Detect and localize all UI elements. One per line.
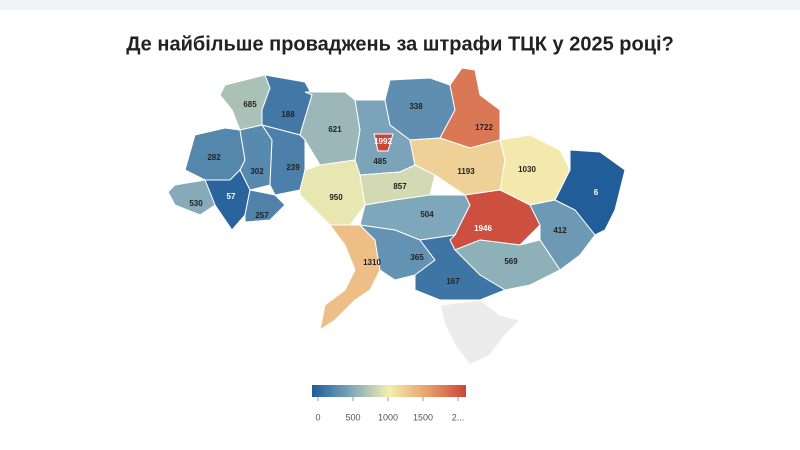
region-label: 338 bbox=[409, 102, 423, 111]
region-label: 412 bbox=[553, 226, 567, 235]
region-label: 857 bbox=[393, 182, 407, 191]
region-label: 950 bbox=[329, 193, 343, 202]
region bbox=[529, 199, 596, 271]
region bbox=[299, 159, 366, 226]
region-label: 1992 bbox=[374, 137, 392, 146]
region bbox=[554, 149, 626, 236]
region-label: 365 bbox=[410, 253, 424, 262]
region bbox=[244, 189, 286, 223]
colorbar-tick-label: 0 bbox=[315, 412, 320, 422]
region-label: 1946 bbox=[474, 224, 492, 233]
region bbox=[167, 179, 216, 216]
region-label: 569 bbox=[504, 257, 518, 266]
legend: 0 500 1000 1500 2... bbox=[312, 385, 466, 422]
region bbox=[319, 224, 381, 332]
region bbox=[414, 234, 507, 301]
colorbar bbox=[312, 385, 466, 397]
region-label: 485 bbox=[373, 157, 387, 166]
region bbox=[439, 67, 501, 149]
top-bar bbox=[0, 0, 800, 10]
region-label: 685 bbox=[243, 100, 257, 109]
region-label: 1030 bbox=[518, 165, 536, 174]
regions bbox=[167, 67, 626, 332]
region-label: 530 bbox=[189, 199, 203, 208]
region-label: 302 bbox=[250, 167, 264, 176]
colorbar-tick-label: 500 bbox=[345, 412, 360, 422]
map-title: Де найбільше проваджень за штрафи ТЦК у … bbox=[126, 33, 674, 55]
region-label: 282 bbox=[207, 153, 221, 162]
region bbox=[373, 133, 394, 152]
region-label: 504 bbox=[420, 210, 434, 219]
colorbar-tick-label: 1000 bbox=[378, 412, 398, 422]
region-label: 621 bbox=[328, 125, 342, 134]
colorbar-tick-label: 1500 bbox=[413, 412, 433, 422]
colorbar-tick-label: 2... bbox=[452, 412, 465, 422]
unshaded-region bbox=[439, 299, 521, 366]
region-label: 1193 bbox=[457, 167, 475, 176]
region-label: 1722 bbox=[475, 123, 493, 132]
region-label: 257 bbox=[255, 211, 269, 220]
region-labels: 685 188 621 485 1992 338 1722 282 302 239 57 530 257… bbox=[189, 100, 598, 286]
region-label: 57 bbox=[227, 192, 236, 201]
region-label: 188 bbox=[281, 110, 295, 119]
region-label: 6 bbox=[594, 188, 599, 197]
region-label: 167 bbox=[446, 277, 460, 286]
region-label: 1310 bbox=[363, 258, 381, 267]
region-label: 239 bbox=[286, 163, 300, 172]
